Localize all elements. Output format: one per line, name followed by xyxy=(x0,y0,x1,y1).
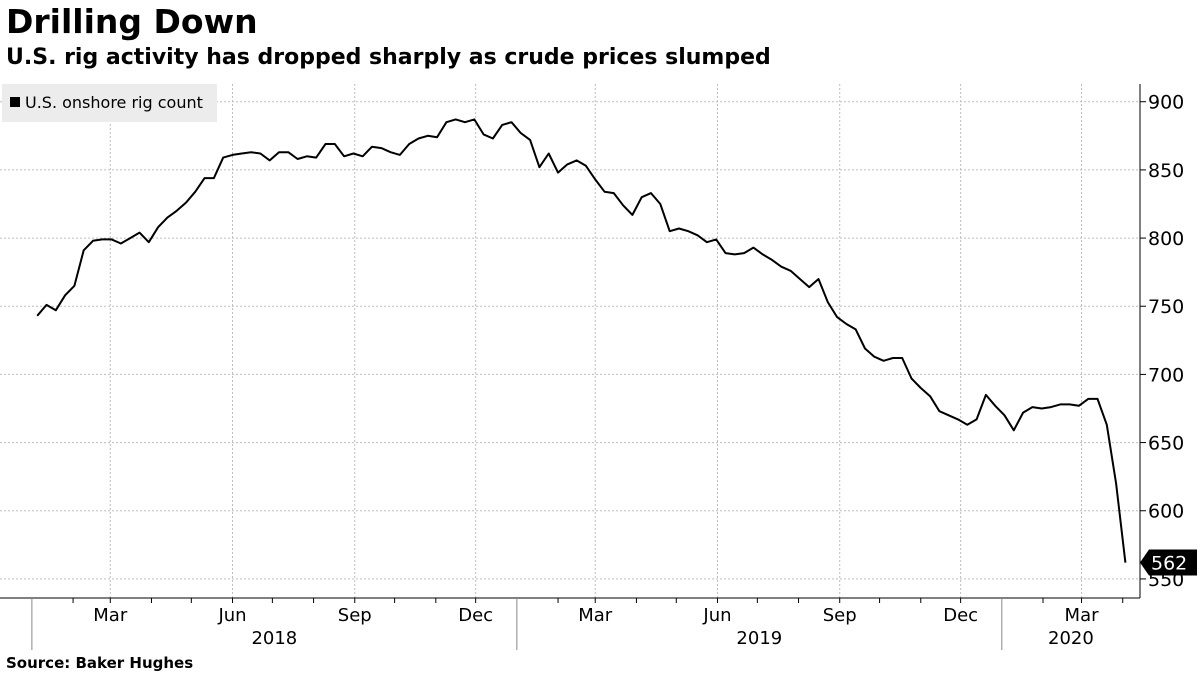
x-year-label: 2019 xyxy=(736,628,782,649)
x-month-label: Dec xyxy=(943,605,978,626)
legend-background xyxy=(2,84,217,122)
last-value-marker xyxy=(1140,549,1197,576)
x-month-label: Mar xyxy=(578,605,613,626)
x-month-label: Sep xyxy=(823,605,857,626)
legend-swatch xyxy=(10,97,20,107)
last-value-text: 562 xyxy=(1151,553,1187,575)
y-tick-label: 850 xyxy=(1148,160,1184,182)
x-year-label: 2018 xyxy=(251,628,297,649)
last-value-label: 562 xyxy=(1140,549,1197,576)
x-month-label: Jun xyxy=(702,605,731,626)
series-layer xyxy=(36,118,1127,563)
x-month-label: Mar xyxy=(1065,605,1100,626)
x-month-label: Jun xyxy=(217,605,246,626)
chart-subtitle: U.S. rig activity has dropped sharply as… xyxy=(6,45,771,70)
legend-label: U.S. onshore rig count xyxy=(25,93,203,112)
x-month-label: Dec xyxy=(458,605,493,626)
legend: U.S. onshore rig count xyxy=(2,84,217,122)
source-note: Source: Baker Hughes xyxy=(6,654,194,672)
grid-lines xyxy=(0,84,1140,598)
y-tick-label: 750 xyxy=(1148,296,1184,318)
x-year-label: 2020 xyxy=(1048,628,1094,649)
chart-title: Drilling Down xyxy=(6,2,258,41)
x-month-label: Mar xyxy=(93,605,128,626)
y-tick-label: 650 xyxy=(1148,433,1184,455)
y-tick-label: 800 xyxy=(1148,228,1184,250)
x-month-label: Sep xyxy=(338,605,372,626)
y-tick-label: 600 xyxy=(1148,501,1184,523)
y-tick-label: 700 xyxy=(1148,364,1184,386)
series-line-us-onshore-rig-count xyxy=(36,118,1127,563)
y-tick-label: 900 xyxy=(1148,92,1184,114)
